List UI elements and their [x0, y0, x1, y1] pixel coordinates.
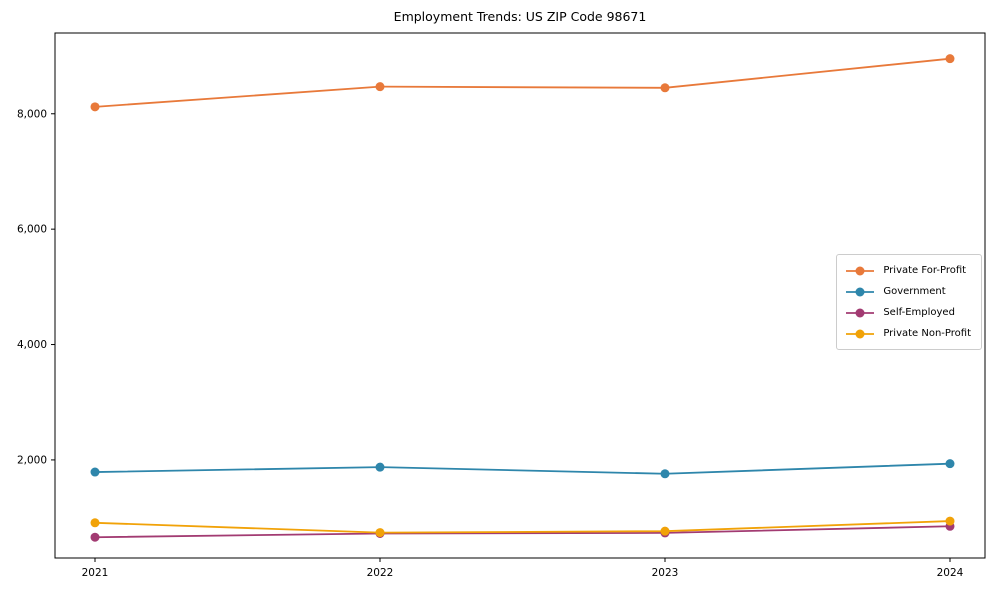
legend-item-government: Government: [845, 281, 971, 302]
series-line: [94, 520, 951, 534]
y-tick-label: 2,000: [17, 454, 47, 466]
series-line: [94, 525, 951, 539]
line-marker-icon: [846, 308, 875, 317]
data-point: [660, 469, 670, 479]
series-line: [94, 57, 951, 108]
axes-frame: [54, 32, 986, 559]
data-point: [945, 516, 955, 526]
chart-title: Employment Trends: US ZIP Code 98671: [393, 9, 647, 24]
legend: Private For-Profit Government Self-Emplo…: [836, 254, 982, 350]
x-tick-label: 2022: [367, 567, 394, 579]
legend-label: Government: [883, 286, 946, 297]
data-point: [375, 528, 385, 538]
legend-label: Private For-Profit: [883, 265, 967, 276]
legend-item-self-employed: Self-Employed: [845, 302, 971, 323]
series-line: [94, 462, 951, 475]
legend-item-private-non-profit: Private Non-Profit: [845, 323, 971, 344]
data-point: [90, 102, 100, 112]
data-point: [660, 526, 670, 536]
legend-item-private-for-profit: Private For-Profit: [845, 260, 971, 281]
y-tick-label: 8,000: [17, 108, 47, 120]
data-point: [945, 459, 955, 469]
y-tick-label: 6,000: [17, 224, 47, 236]
data-point: [375, 82, 385, 92]
line-marker-icon: [846, 329, 875, 338]
data-point: [660, 83, 670, 93]
y-tick-label: 4,000: [17, 339, 47, 351]
legend-label: Self-Employed: [883, 307, 955, 318]
data-point: [945, 54, 955, 64]
x-tick-label: 2024: [937, 567, 964, 579]
legend-label: Private Non-Profit: [883, 328, 971, 339]
x-tick-label: 2021: [82, 567, 109, 579]
line-marker-icon: [846, 287, 875, 296]
data-point: [375, 462, 385, 472]
data-point: [90, 467, 100, 477]
x-tick-label: 2023: [652, 567, 679, 579]
data-point: [90, 518, 100, 528]
data-point: [90, 532, 100, 542]
line-marker-icon: [846, 266, 875, 275]
